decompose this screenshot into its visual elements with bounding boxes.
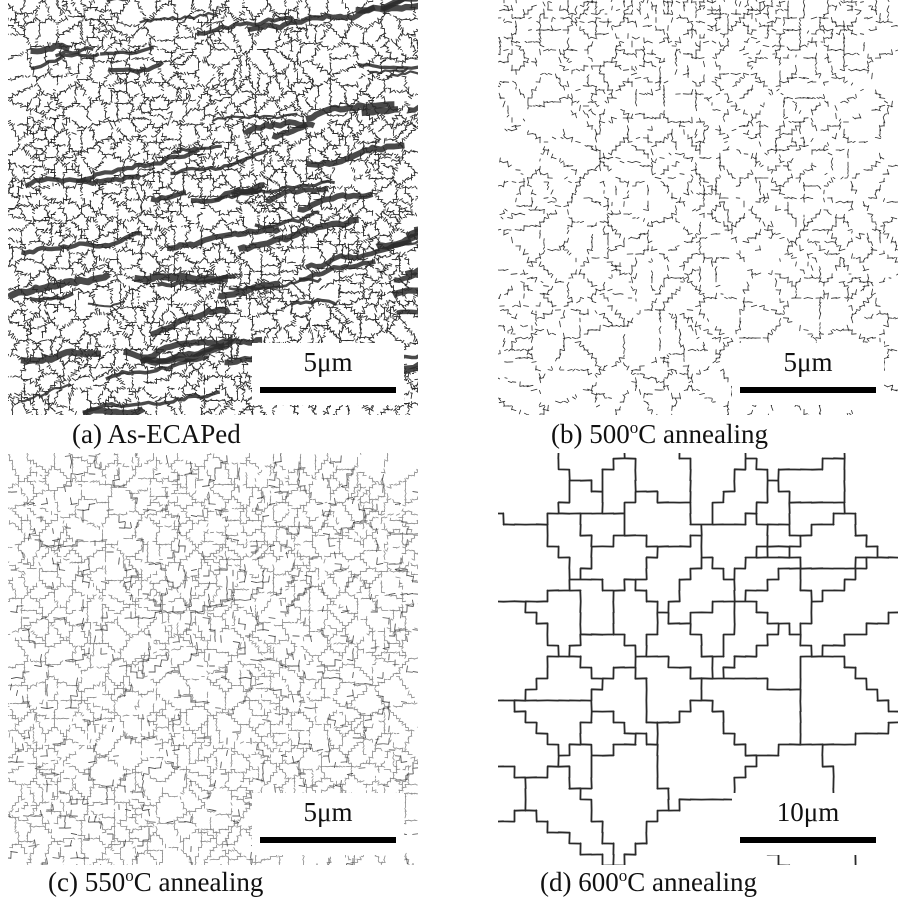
micrograph-a-image — [8, 0, 418, 415]
scale-label-b: 5μm — [783, 347, 833, 377]
caption-b-text: (b) 500 — [551, 419, 630, 449]
caption-b-suffix: C annealing — [638, 419, 768, 449]
micrograph-d-image — [498, 453, 898, 865]
micrograph-panel-d: 10μm — [498, 453, 898, 865]
caption-a-text: (a) As-ECAPed — [72, 419, 241, 449]
caption-c-suffix: C annealing — [133, 867, 264, 897]
scale-label-d: 10μm — [776, 797, 840, 827]
caption-c-text: (c) 550 — [48, 867, 126, 897]
scale-bar-line-c — [260, 837, 396, 843]
scale-bar-c: 5μm — [252, 793, 404, 855]
caption-c-degree: o — [125, 866, 134, 885]
scale-bar-d: 10μm — [732, 793, 884, 855]
caption-d: (d) 600oC annealing — [540, 866, 757, 898]
caption-c: (c) 550oC annealing — [48, 866, 263, 898]
scale-label-c: 5μm — [303, 797, 353, 827]
scale-bar-line-d — [740, 837, 876, 843]
micrograph-panel-b: 5μm — [498, 0, 898, 415]
caption-d-text: (d) 600 — [540, 867, 619, 897]
micrograph-c-image — [8, 453, 418, 865]
scale-bar-b: 5μm — [732, 343, 884, 405]
caption-b-degree: o — [629, 418, 639, 437]
caption-d-suffix: C annealing — [627, 867, 757, 897]
caption-a: (a) As-ECAPed — [72, 418, 241, 450]
caption-d-degree: o — [618, 866, 628, 885]
scale-bar-line-a — [260, 387, 396, 393]
caption-b: (b) 500oC annealing — [551, 418, 768, 450]
micrograph-panel-c: 5μm — [8, 453, 418, 865]
scale-bar-a: 5μm — [252, 343, 404, 405]
micrograph-panel-a: 5μm — [8, 0, 418, 415]
scale-bar-line-b — [740, 387, 876, 393]
micrograph-b-image — [498, 0, 898, 415]
scale-label-a: 5μm — [303, 347, 353, 377]
